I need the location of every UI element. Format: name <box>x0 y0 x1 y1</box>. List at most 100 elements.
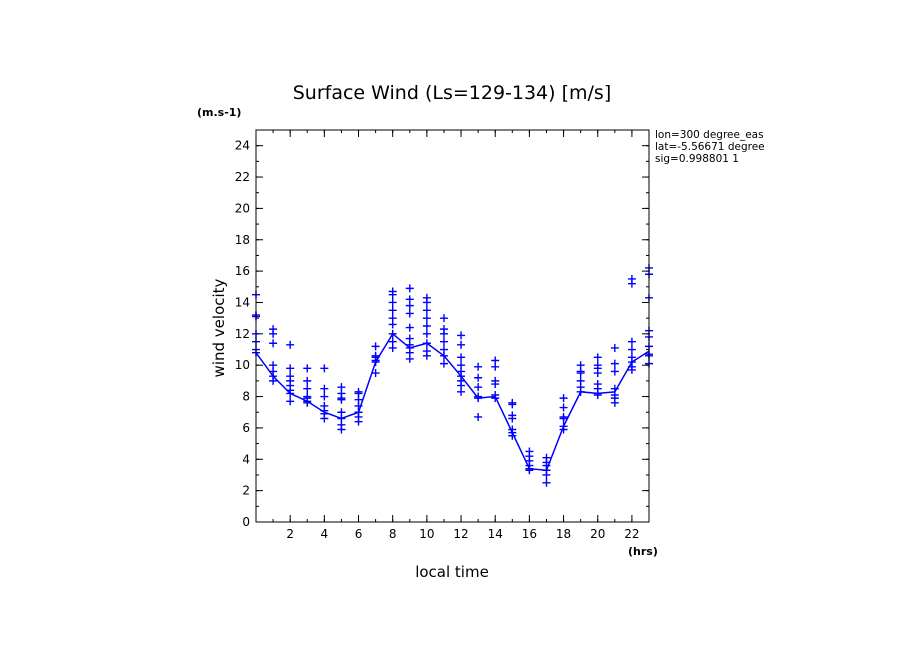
data-point <box>286 364 294 372</box>
y-axis-label: wind velocity <box>210 278 228 377</box>
data-point <box>423 306 431 314</box>
x-tick-label: 16 <box>522 527 537 541</box>
y-tick-label: 16 <box>235 264 250 278</box>
data-point <box>406 324 414 332</box>
data-point <box>423 352 431 360</box>
data-point <box>611 367 619 375</box>
data-point <box>474 383 482 391</box>
x-tick-label: 20 <box>590 527 605 541</box>
data-point <box>423 322 431 330</box>
data-point <box>269 330 277 338</box>
info-line: lat=-5.56671 degree <box>655 141 765 153</box>
data-point <box>577 388 585 396</box>
x-tick-label: 22 <box>624 527 639 541</box>
data-point <box>303 377 311 385</box>
y-tick-label: 4 <box>242 452 250 466</box>
y-tick-label: 0 <box>242 515 250 529</box>
x-tick-label: 14 <box>488 527 503 541</box>
data-point <box>611 360 619 368</box>
data-point <box>406 309 414 317</box>
data-point <box>560 404 568 412</box>
y-tick-label: 18 <box>235 233 250 247</box>
data-point <box>577 369 585 377</box>
data-point <box>406 302 414 310</box>
data-point <box>389 298 397 306</box>
data-point <box>474 413 482 421</box>
info-line: lon=300 degree_eas <box>655 129 764 141</box>
data-point <box>628 338 636 346</box>
y-tick-label: 20 <box>235 201 250 215</box>
x-tick-label: 12 <box>453 527 468 541</box>
data-point <box>542 471 550 479</box>
data-point <box>542 479 550 487</box>
x-tick-label: 8 <box>389 527 397 541</box>
data-point <box>474 363 482 371</box>
data-point <box>611 399 619 407</box>
data-point <box>286 397 294 405</box>
data-point <box>440 360 448 368</box>
data-point <box>594 353 602 361</box>
data-point <box>457 331 465 339</box>
info-line: sig=0.998801 1 <box>655 153 739 165</box>
y-tick-label: 24 <box>235 139 250 153</box>
y-tick-label: 22 <box>235 170 250 184</box>
data-point <box>457 388 465 396</box>
y-tick-label: 6 <box>242 421 250 435</box>
data-point <box>389 320 397 328</box>
data-point <box>560 394 568 402</box>
axis-ticks <box>256 130 649 522</box>
x-tick-label: 10 <box>419 527 434 541</box>
x-axis-label: local time <box>415 563 489 581</box>
series <box>252 264 653 487</box>
data-point <box>320 364 328 372</box>
data-point <box>406 355 414 363</box>
data-point <box>337 396 345 404</box>
plot-frame <box>256 130 649 522</box>
data-point <box>594 391 602 399</box>
x-tick-label: 6 <box>355 527 363 541</box>
data-point <box>628 280 636 288</box>
data-point <box>457 341 465 349</box>
data-point <box>474 374 482 382</box>
data-point <box>594 369 602 377</box>
data-point <box>508 400 516 408</box>
data-point <box>628 346 636 354</box>
y-tick-label: 12 <box>235 327 250 341</box>
data-point <box>337 425 345 433</box>
y-unit-label: (m.s-1) <box>197 106 241 119</box>
y-tick-label: 8 <box>242 390 250 404</box>
data-point <box>355 418 363 426</box>
data-point <box>389 344 397 352</box>
data-point <box>423 330 431 338</box>
y-tick-label: 2 <box>242 484 250 498</box>
data-point <box>525 466 533 474</box>
data-point <box>423 298 431 306</box>
data-point <box>372 358 380 366</box>
data-point <box>440 330 448 338</box>
x-tick-label: 2 <box>286 527 294 541</box>
y-tick-label: 10 <box>235 358 250 372</box>
x-tick-label: 4 <box>321 527 329 541</box>
data-point <box>320 393 328 401</box>
data-point <box>286 341 294 349</box>
data-point <box>457 353 465 361</box>
data-point <box>406 284 414 292</box>
data-point <box>320 385 328 393</box>
data-point <box>320 415 328 423</box>
x-unit-label: (hrs) <box>628 545 658 558</box>
data-point <box>440 314 448 322</box>
x-tick-label: 18 <box>556 527 571 541</box>
mean-line <box>256 334 649 470</box>
data-point <box>423 314 431 322</box>
data-point <box>491 363 499 371</box>
data-point <box>269 339 277 347</box>
data-point <box>303 364 311 372</box>
data-point <box>303 385 311 393</box>
data-point <box>611 344 619 352</box>
y-tick-label: 14 <box>235 295 250 309</box>
data-point <box>372 342 380 350</box>
data-point <box>389 306 397 314</box>
